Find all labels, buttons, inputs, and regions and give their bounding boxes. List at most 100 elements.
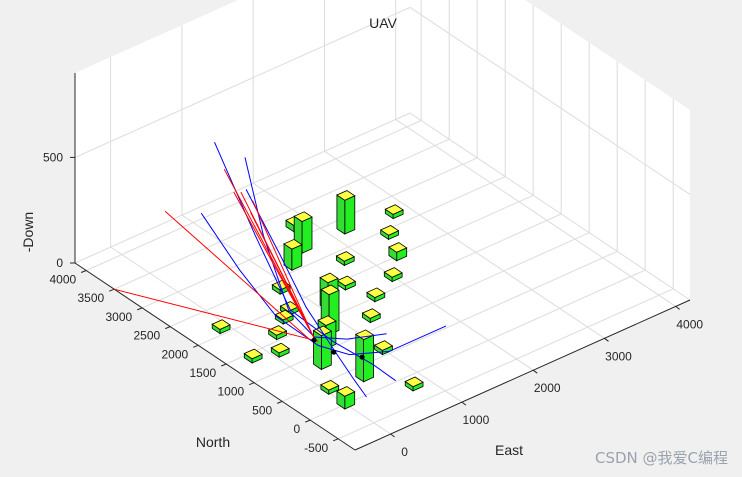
floor-pane bbox=[75, 113, 690, 450]
building-roof bbox=[279, 301, 300, 312]
building bbox=[404, 376, 424, 392]
grid-line-y bbox=[337, 288, 674, 440]
y-tick-label: 3000 bbox=[105, 310, 132, 324]
building-face-west bbox=[336, 194, 346, 235]
y-tick-mark bbox=[333, 438, 339, 442]
x-tick-mark bbox=[604, 337, 609, 342]
building-roof bbox=[388, 242, 408, 253]
building bbox=[283, 238, 303, 271]
building-roof bbox=[373, 340, 394, 351]
trajectory-blue bbox=[244, 157, 387, 340]
building-roof bbox=[335, 251, 356, 262]
building-roof bbox=[404, 376, 424, 388]
trajectory-red bbox=[164, 210, 310, 340]
y-tick-label: -500 bbox=[304, 441, 328, 455]
grid-line-y bbox=[225, 213, 562, 365]
y-tick-mark bbox=[221, 363, 227, 367]
y-tick-label: 1000 bbox=[217, 385, 244, 399]
grid-line-y bbox=[197, 194, 534, 346]
building-roof bbox=[379, 225, 400, 236]
y-tick-mark bbox=[81, 270, 87, 273]
building bbox=[336, 386, 356, 410]
building-roof bbox=[274, 309, 294, 321]
x-tick-mark bbox=[675, 305, 681, 310]
y-tick-mark bbox=[165, 326, 171, 330]
x-tick-label: 2000 bbox=[534, 381, 561, 395]
building-roof bbox=[320, 284, 340, 296]
x-tick-mark bbox=[390, 433, 395, 438]
x-tick-label: 3000 bbox=[605, 349, 632, 363]
grid-line-x bbox=[324, 150, 605, 339]
y-tick-label: 0 bbox=[294, 422, 301, 436]
grid-line-y bbox=[113, 138, 450, 290]
building-roof bbox=[211, 319, 231, 330]
chart-title: UAV bbox=[369, 15, 397, 31]
grid-line-y bbox=[309, 269, 646, 421]
buildings bbox=[211, 190, 424, 410]
y-tick-label: 4000 bbox=[49, 273, 76, 287]
building bbox=[243, 348, 263, 364]
y-tick-mark bbox=[109, 288, 115, 292]
building-roof bbox=[336, 190, 356, 201]
building bbox=[335, 251, 356, 267]
building bbox=[336, 275, 357, 291]
z-axis-label: -Down bbox=[20, 212, 36, 252]
building-roof bbox=[366, 287, 386, 299]
building bbox=[383, 267, 403, 283]
path-marker bbox=[311, 337, 317, 343]
z-tick-label: 0 bbox=[56, 256, 63, 270]
building-roof bbox=[336, 275, 357, 287]
trajectory-blue bbox=[245, 189, 367, 398]
trajectory-blue bbox=[200, 212, 447, 356]
back-wall-east bbox=[410, 0, 690, 300]
building bbox=[336, 190, 356, 235]
building-roof bbox=[243, 348, 263, 360]
y-tick-label: 2000 bbox=[161, 347, 188, 361]
y-tick-mark bbox=[193, 344, 199, 348]
building bbox=[366, 287, 386, 303]
y-axis-line bbox=[74, 262, 356, 451]
back-wall-north bbox=[75, 0, 410, 263]
y-tick-mark bbox=[277, 400, 283, 404]
building-roof bbox=[317, 315, 337, 326]
x-tick-label: 4000 bbox=[676, 317, 703, 331]
tick-labels: 01000200030004000-5000500100015002000250… bbox=[43, 73, 703, 459]
building bbox=[270, 342, 290, 358]
trajectories bbox=[114, 141, 447, 398]
y-tick-mark bbox=[305, 419, 311, 423]
building-face-south bbox=[301, 216, 313, 254]
x-tick-label: 0 bbox=[401, 445, 408, 459]
trajectory-red bbox=[250, 212, 312, 334]
trajectory-red bbox=[252, 200, 314, 336]
building bbox=[388, 242, 408, 262]
building bbox=[384, 204, 404, 220]
trajectory-blue bbox=[214, 141, 396, 382]
x-tick-label: 1000 bbox=[463, 413, 490, 427]
trajectory-red bbox=[114, 288, 319, 342]
y-tick-mark bbox=[137, 307, 143, 311]
y-tick-label: 2500 bbox=[133, 329, 160, 343]
building-roof bbox=[384, 204, 404, 215]
building-roof bbox=[320, 379, 340, 391]
x-tick-mark bbox=[532, 369, 538, 374]
grid-line-y bbox=[169, 176, 506, 328]
building-roof bbox=[270, 342, 290, 354]
building-roof bbox=[336, 386, 356, 397]
building-roof bbox=[283, 238, 303, 250]
grid-line-z bbox=[74, 112, 411, 264]
building-face-south bbox=[363, 334, 375, 383]
grid-line-y bbox=[281, 250, 618, 402]
path-marker bbox=[359, 354, 365, 360]
grid-line-z bbox=[74, 6, 411, 158]
building-face-south bbox=[344, 195, 356, 235]
grid-line-z-wall bbox=[409, 112, 691, 301]
building bbox=[211, 319, 231, 335]
building-face-west bbox=[313, 329, 322, 371]
building-roof bbox=[312, 325, 333, 337]
z-tick-label: 500 bbox=[43, 150, 63, 164]
building bbox=[379, 225, 400, 241]
y-tick-label: 500 bbox=[252, 403, 272, 417]
building-roof bbox=[293, 211, 313, 222]
building bbox=[361, 308, 382, 324]
